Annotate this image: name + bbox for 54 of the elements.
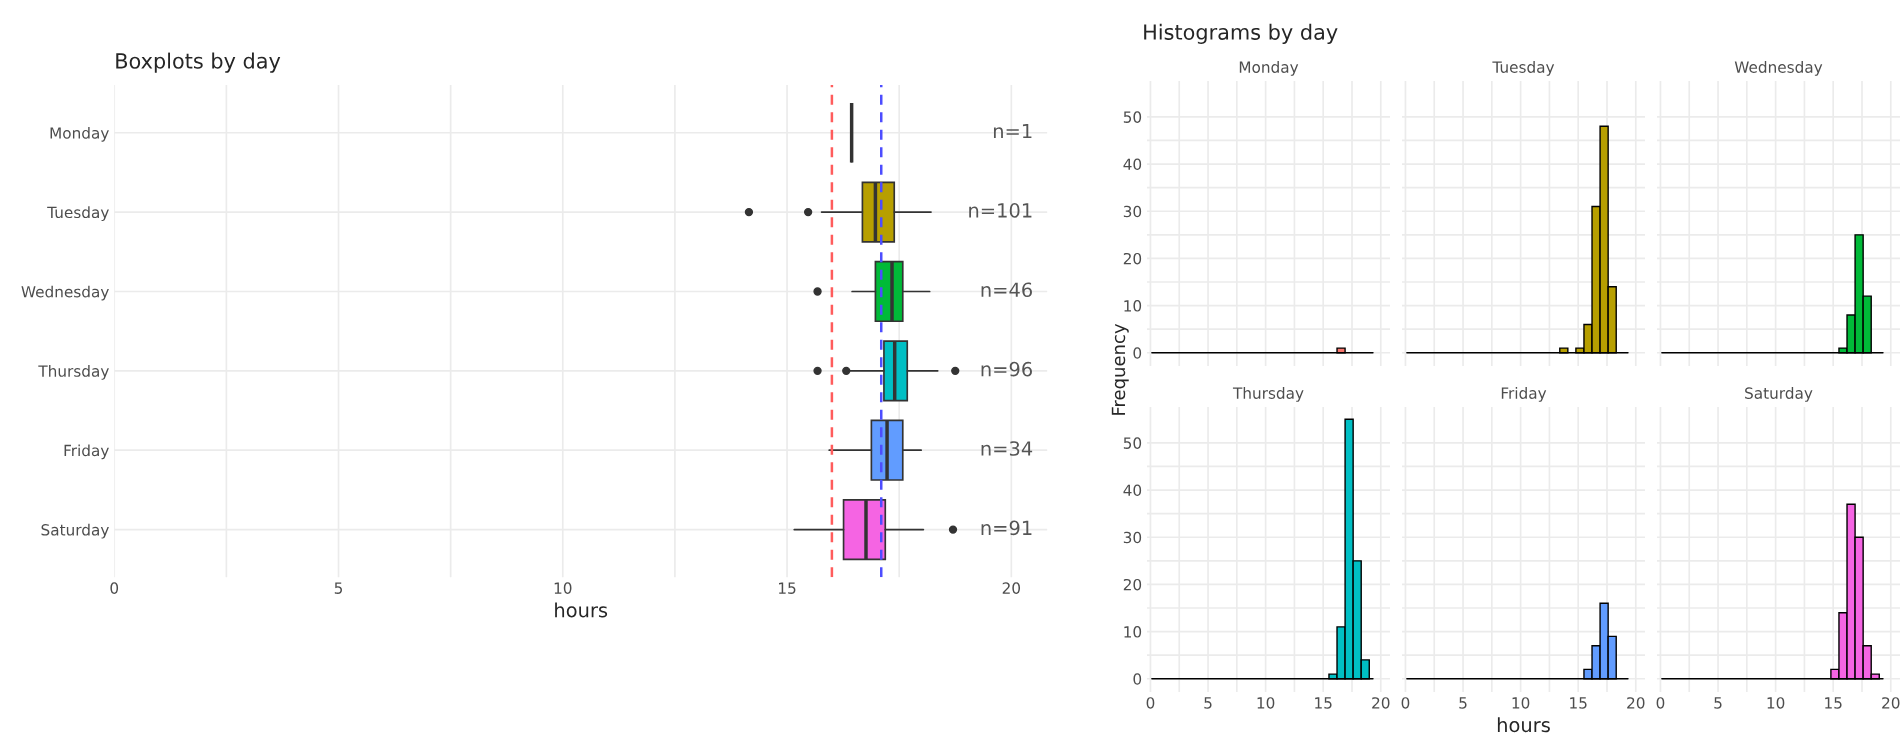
y-tick-label: 50	[1123, 111, 1142, 123]
x-tick-label: 5	[1714, 697, 1722, 709]
x-axis-title: hours	[555, 602, 608, 618]
y-tick-label: Tuesday	[47, 206, 109, 222]
y-tick-label: Wednesday	[21, 285, 109, 301]
y-tick-label: Friday	[64, 444, 109, 460]
y-tick-label: Monday	[50, 126, 109, 142]
annotation: n=96	[981, 361, 1032, 377]
x-tick-label: 20	[1372, 697, 1390, 709]
x-tick-label: 0	[1146, 697, 1155, 709]
x-tick-label: 5	[334, 582, 343, 594]
x-axis-title: hours	[1497, 717, 1550, 733]
x-tick-label: 20	[1002, 582, 1021, 594]
x-tick-label: 0	[1401, 697, 1410, 709]
x-tick-label: 10	[554, 582, 572, 594]
x-tick-label: 10	[1257, 697, 1275, 709]
chart-title: Tuesday	[1492, 61, 1555, 76]
y-tick-label: 40	[1123, 484, 1142, 497]
y-tick-label: 10	[1124, 626, 1142, 638]
y-tick-label: Saturday	[41, 523, 109, 539]
chart-title: Wednesday	[1734, 61, 1823, 76]
y-tick-label: 40	[1123, 158, 1142, 171]
annotation: n=1	[993, 123, 1032, 139]
chart-title: Friday	[1501, 387, 1547, 402]
text: Histograms by day	[1144, 23, 1338, 44]
y-tick-label: 20	[1123, 252, 1142, 265]
y-tick-label: 0	[1133, 347, 1142, 359]
x-tick-label: 10	[1512, 697, 1530, 709]
chart-title: Boxplots by day	[116, 52, 281, 73]
x-tick-label: 0	[110, 582, 119, 594]
x-tick-label: 15	[1570, 697, 1587, 709]
x-tick-label: 15	[779, 582, 796, 594]
annotation: n=34	[981, 441, 1033, 456]
x-tick-label: 0	[1656, 697, 1665, 709]
x-tick-label: 10	[1767, 697, 1785, 709]
y-tick-label: Thursday	[38, 365, 109, 380]
x-tick-label: 5	[1204, 697, 1212, 709]
y-tick-label: 0	[1133, 673, 1142, 685]
annotation: n=46	[981, 282, 1032, 298]
chart-title: Monday	[1239, 61, 1299, 76]
annotation: n=101	[969, 203, 1032, 218]
chart-title: Saturday	[1745, 387, 1813, 402]
x-tick-label: 15	[1315, 697, 1332, 709]
x-tick-label: 5	[1459, 697, 1467, 709]
y-axis-title: Frequency	[1111, 323, 1129, 415]
y-tick-label: 10	[1124, 300, 1142, 312]
y-tick-label: 50	[1123, 437, 1142, 449]
x-tick-label: 20	[1627, 697, 1645, 709]
x-tick-label: 20	[1882, 697, 1900, 709]
x-tick-label: 15	[1825, 697, 1842, 709]
y-tick-label: 30	[1123, 531, 1142, 544]
y-tick-label: 30	[1123, 205, 1142, 218]
chart-title: Thursday	[1232, 387, 1304, 402]
annotation: n=91	[981, 520, 1032, 536]
